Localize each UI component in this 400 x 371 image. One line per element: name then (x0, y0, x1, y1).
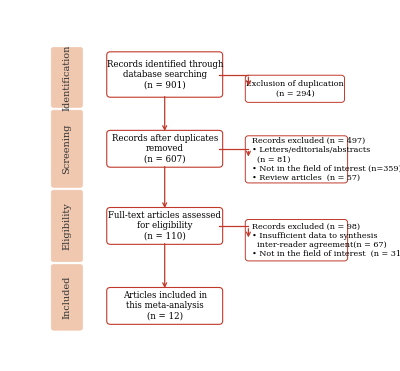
Text: Included: Included (62, 276, 71, 319)
FancyBboxPatch shape (107, 52, 223, 97)
Text: Records after duplicates
removed
(n = 607): Records after duplicates removed (n = 60… (112, 134, 218, 164)
FancyBboxPatch shape (51, 265, 82, 330)
Text: Records excluded (n = 98)
• Insufficient data to synthesis
  inter-reader agreem: Records excluded (n = 98) • Insufficient… (252, 222, 400, 258)
FancyBboxPatch shape (107, 130, 223, 167)
FancyBboxPatch shape (245, 75, 344, 102)
Text: Full-text articles assessed
for eligibility
(n = 110): Full-text articles assessed for eligibil… (108, 211, 221, 241)
Text: Eligibility: Eligibility (62, 202, 71, 250)
FancyBboxPatch shape (51, 47, 82, 107)
Text: Records excluded (n = 497)
• Letters/editorials/abstracts
  (n = 81)
• Not in th: Records excluded (n = 497) • Letters/edi… (252, 137, 400, 182)
Text: Records identified through
database searching
(n = 901): Records identified through database sear… (106, 60, 223, 89)
FancyBboxPatch shape (245, 136, 348, 183)
FancyBboxPatch shape (245, 220, 348, 261)
Text: Articles included in
this meta-analysis
(n = 12): Articles included in this meta-analysis … (123, 291, 207, 321)
Text: Screening: Screening (62, 124, 71, 174)
Text: Identification: Identification (62, 44, 71, 111)
FancyBboxPatch shape (107, 288, 223, 324)
FancyBboxPatch shape (51, 110, 82, 187)
FancyBboxPatch shape (107, 207, 223, 244)
FancyBboxPatch shape (51, 190, 82, 262)
Text: Exclusion of duplication
(n = 294): Exclusion of duplication (n = 294) (246, 80, 344, 98)
